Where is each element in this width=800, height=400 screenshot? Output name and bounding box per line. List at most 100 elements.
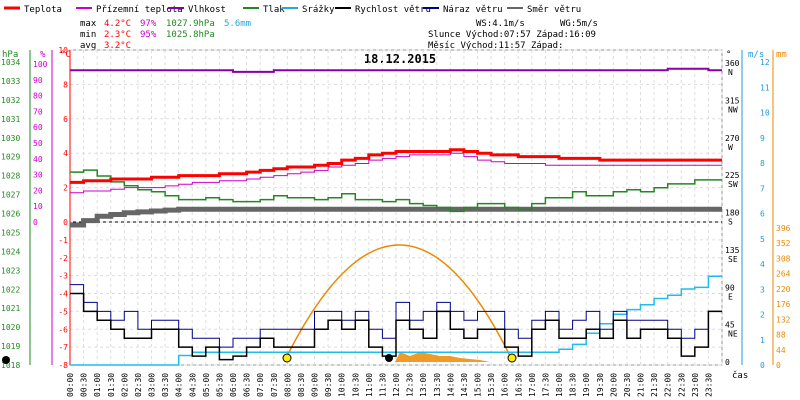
tick-label-mm: 220 — [776, 285, 791, 294]
tick-label-ms: 6 — [760, 210, 765, 219]
tick-label-compass: NW — [728, 105, 738, 114]
tick-label-deg: 90 — [725, 283, 735, 292]
tick-label-deg: 45 — [725, 321, 735, 330]
tick-label-x: 04:00 — [175, 373, 184, 397]
sun-arc-path — [284, 244, 513, 361]
tick-label-c: -7 — [58, 343, 68, 352]
tick-label-c: -1 — [58, 236, 68, 245]
tick-label-mm: 88 — [776, 331, 786, 340]
tick-label-x: 13:00 — [419, 373, 428, 397]
tick-label-hpa: 1034 — [1, 58, 20, 67]
series-line-tlak — [70, 169, 722, 213]
legend-label-srazky: Srážky — [302, 5, 335, 15]
tick-label-compass: N — [728, 68, 733, 77]
tick-label-mm: 352 — [776, 239, 791, 248]
tick-label-x: 10:00 — [338, 373, 347, 397]
tick-label-hpa: 1018 — [1, 361, 20, 370]
tick-label-mm: 44 — [776, 346, 786, 355]
tick-label-hpa: 1029 — [1, 153, 20, 162]
tick-label-deg: 180 — [725, 209, 740, 218]
tick-label-hpa: 1028 — [1, 172, 20, 181]
tick-label-x: 15:00 — [474, 373, 483, 397]
tick-label-x: 00:30 — [80, 373, 89, 397]
tick-label-hpa: 1020 — [1, 323, 20, 332]
legend-label-vlhkost: Vlhkost — [188, 5, 226, 15]
stat-min-temp: 2.3°C — [104, 30, 131, 40]
tick-label-ms: 0 — [760, 361, 765, 370]
moonrise-marker — [385, 354, 393, 362]
tick-label-x: 08:30 — [297, 373, 306, 397]
tick-label-hpa: 1027 — [1, 191, 20, 200]
tick-label-ms: 10 — [760, 109, 770, 118]
tick-label-hpa: 1021 — [1, 304, 20, 313]
tick-label-x: 20:00 — [609, 373, 618, 397]
legend-label-naraz-vetru: Náraz větru — [443, 5, 503, 15]
stat-max-temp: 4.2°C — [104, 19, 131, 29]
tick-label-deg: 270 — [725, 134, 740, 143]
series-line-vlhkost — [70, 67, 722, 73]
tick-label-ms: 9 — [760, 134, 765, 143]
tick-label-ms: 11 — [760, 83, 770, 92]
tick-label-compass: E — [728, 292, 733, 301]
tick-label-compass: S — [728, 218, 733, 227]
legend-label-prizemni-teplota: Přízemní teplota — [96, 5, 183, 15]
tick-label-hpa: 1019 — [1, 342, 20, 351]
tick-label-c: -6 — [58, 325, 68, 334]
stat-avg-temp: 3.2°C — [104, 41, 131, 51]
stat-max-label: max — [80, 19, 97, 29]
tick-label-pct: 20 — [33, 186, 43, 195]
tick-label-ms: 3 — [760, 285, 765, 294]
tick-label-ms: 5 — [760, 235, 765, 244]
legend-label-teplota: Teplota — [24, 5, 62, 15]
tick-label-x: 21:30 — [650, 373, 659, 397]
tick-label-mm: 0 — [776, 361, 781, 370]
tick-label-ms: 2 — [760, 311, 765, 320]
tick-label-x: 23:30 — [704, 373, 713, 397]
tick-label-x: 02:30 — [134, 373, 143, 397]
axis-ticks-c: 10 8 6 4 2 0 -1 -2 -3 -4 -5 -6 -7 -8 — [58, 46, 68, 370]
tick-label-x: 16:00 — [501, 373, 510, 397]
tick-label-pct: 50 — [33, 139, 43, 148]
tick-label-x: 01:30 — [107, 373, 116, 397]
tick-label-pct: 30 — [33, 171, 43, 180]
tick-label-x: 05:30 — [215, 373, 224, 397]
tick-label-pct: 70 — [33, 107, 43, 116]
tick-label-x: 18:30 — [569, 373, 578, 397]
legend-label-tlak: Tlak — [263, 5, 285, 15]
tick-label-pct: 100 — [33, 60, 48, 69]
axis-title-mm: mm — [776, 50, 787, 60]
tick-label-c: 10 — [58, 46, 68, 55]
axis-title-deg: ° — [726, 50, 731, 60]
tick-label-x: 14:30 — [460, 373, 469, 397]
tick-label-c: -3 — [58, 272, 68, 281]
tick-label-c: -8 — [58, 361, 68, 370]
tick-label-compass: W — [728, 143, 733, 152]
tick-label-x: 05:00 — [202, 373, 211, 397]
tick-label-mm: 396 — [776, 224, 791, 233]
stats-block: max 4.2°C 97% 1027.9hPa 5.6mm min 2.3°C … — [80, 19, 598, 51]
tick-label-x: 17:00 — [528, 373, 537, 397]
tick-label-x: 20:30 — [623, 373, 632, 397]
tick-label-x: 07:30 — [270, 373, 279, 397]
tick-label-ms: 12 — [760, 58, 770, 67]
tick-label-x: 01:00 — [93, 373, 102, 397]
tick-label-x: 22:30 — [677, 373, 686, 397]
axis-ticks-hpa: 1034 1033 1032 1031 1030 1029 1028 1027 1026 1025… — [1, 58, 20, 370]
tick-label-ms: 7 — [760, 184, 765, 193]
tick-label-hpa: 1024 — [1, 247, 20, 256]
axis-title-hpa: hPa — [2, 50, 18, 60]
tick-label-deg: 135 — [725, 246, 740, 255]
series-lines — [70, 67, 722, 366]
tick-label-x: 06:30 — [243, 373, 252, 397]
rain-area — [395, 352, 490, 362]
tick-label-compass: NE — [728, 330, 738, 339]
stat-min-label: min — [80, 30, 96, 40]
tick-label-hpa: 1030 — [1, 134, 20, 143]
sunset-marker — [507, 353, 517, 363]
tick-label-x: 11:00 — [365, 373, 374, 397]
tick-label-c: -4 — [58, 290, 68, 299]
stat-wind: WS:4.1m/s — [476, 19, 525, 29]
tick-label-x: 09:30 — [324, 373, 333, 397]
